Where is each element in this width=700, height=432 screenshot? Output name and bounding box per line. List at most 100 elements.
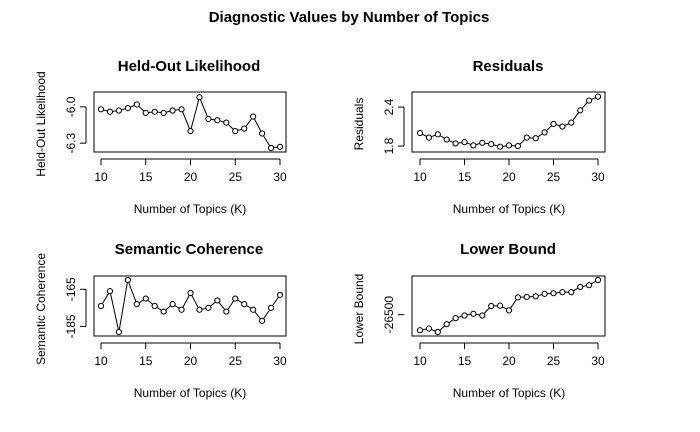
series-line <box>100 278 281 333</box>
data-point <box>523 293 530 301</box>
panel-title: Held-Out Likelihood <box>118 58 261 75</box>
data-point <box>259 317 266 324</box>
data-point <box>505 307 513 314</box>
data-point <box>479 139 486 146</box>
data-point <box>106 108 114 115</box>
figure-title: Diagnostic Values by Number of Topics <box>209 9 490 26</box>
y-axis-label: Semantic Coherence <box>34 253 48 365</box>
x-tick-label: 25 <box>547 170 561 184</box>
data-point <box>514 142 522 150</box>
x-tick-label: 25 <box>547 354 561 368</box>
data-point <box>514 294 522 301</box>
y-tick-label: -6.0 <box>64 96 78 117</box>
x-axis-label: Number of Topics (K) <box>134 202 246 216</box>
x-tick-label: 20 <box>502 170 516 184</box>
panel-semantic-coherence: Semantic Coherence Number of Topics (K) … <box>34 241 287 400</box>
data-point <box>550 290 557 297</box>
data-point <box>232 295 239 302</box>
data-point <box>532 135 539 142</box>
data-point <box>259 130 266 137</box>
panel-title: Lower Bound <box>460 241 556 258</box>
y-tick-label: 2.4 <box>382 98 396 115</box>
x-tick-label: 15 <box>458 354 472 368</box>
data-point <box>470 310 477 317</box>
data-point <box>559 289 566 296</box>
data-point <box>568 289 575 296</box>
x-tick-label: 10 <box>413 354 427 368</box>
data-point <box>250 113 257 120</box>
data-point <box>187 289 194 297</box>
data-point <box>223 308 230 315</box>
data-point <box>178 106 185 113</box>
data-point <box>488 141 495 148</box>
y-tick-label: -165 <box>64 277 78 301</box>
x-tick-label: 20 <box>502 354 516 368</box>
data-point <box>267 304 275 311</box>
x-tick-label: 15 <box>458 170 472 184</box>
data-point <box>443 136 450 143</box>
panel-lower-bound: Lower Bound Number of Topics (K) Lower B… <box>352 241 606 400</box>
data-point <box>559 123 566 130</box>
plot-marks: 10 15 20 25 30 -6.3 -6.0 <box>64 94 287 184</box>
data-point <box>416 129 424 137</box>
data-point <box>115 328 123 336</box>
data-point <box>169 107 176 114</box>
data-point <box>452 315 459 322</box>
data-point <box>488 302 495 310</box>
plot-frame <box>93 91 287 153</box>
x-tick-label: 30 <box>273 354 287 368</box>
series-line <box>100 95 281 149</box>
y-tick-label: -185 <box>64 314 78 338</box>
data-point <box>541 129 548 136</box>
x-tick-label: 25 <box>229 354 243 368</box>
data-point <box>97 106 105 113</box>
data-point <box>106 288 114 295</box>
data-point <box>416 327 424 334</box>
data-point <box>151 302 158 310</box>
y-axis-label: Residuals <box>352 98 366 151</box>
data-point <box>196 94 203 101</box>
x-tick-label: 30 <box>591 354 605 368</box>
data-point <box>142 295 149 302</box>
data-point <box>577 107 584 114</box>
data-point <box>505 142 513 149</box>
data-point <box>214 117 221 124</box>
plot-frame <box>411 91 606 153</box>
data-point <box>276 291 284 298</box>
data-point <box>452 140 459 147</box>
data-point <box>187 127 194 135</box>
data-point <box>124 276 131 284</box>
x-tick-label: 20 <box>184 170 198 184</box>
panel-residuals: Residuals Number of Topics (K) Residuals… <box>352 58 606 216</box>
data-point <box>470 142 477 149</box>
plot-marks: 10 15 20 25 30 -26500 <box>382 276 605 368</box>
data-point <box>425 325 432 332</box>
data-point <box>479 312 486 319</box>
plot-frame <box>411 275 606 337</box>
data-point <box>577 283 584 291</box>
data-point <box>160 308 167 315</box>
data-point <box>133 301 140 308</box>
x-tick-label: 30 <box>591 170 605 184</box>
plot-marks: 10 15 20 25 30 -185 -165 <box>64 276 287 368</box>
data-point <box>434 131 441 138</box>
data-point <box>532 293 539 300</box>
data-point <box>250 306 257 313</box>
data-point <box>550 120 557 128</box>
data-point <box>497 302 504 309</box>
data-point <box>205 304 212 311</box>
data-point <box>586 97 593 104</box>
x-tick-label: 10 <box>94 354 108 368</box>
y-tick-label: -26500 <box>382 296 396 334</box>
data-point <box>142 109 149 117</box>
x-axis-label: Number of Topics (K) <box>453 386 565 400</box>
x-tick-label: 25 <box>229 170 243 184</box>
x-tick-label: 10 <box>413 170 427 184</box>
data-point <box>461 312 468 319</box>
data-point <box>276 143 284 150</box>
x-tick-label: 15 <box>139 170 153 184</box>
data-point <box>434 328 441 336</box>
data-point <box>594 276 602 284</box>
data-point <box>541 290 548 297</box>
x-tick-label: 15 <box>139 354 153 368</box>
